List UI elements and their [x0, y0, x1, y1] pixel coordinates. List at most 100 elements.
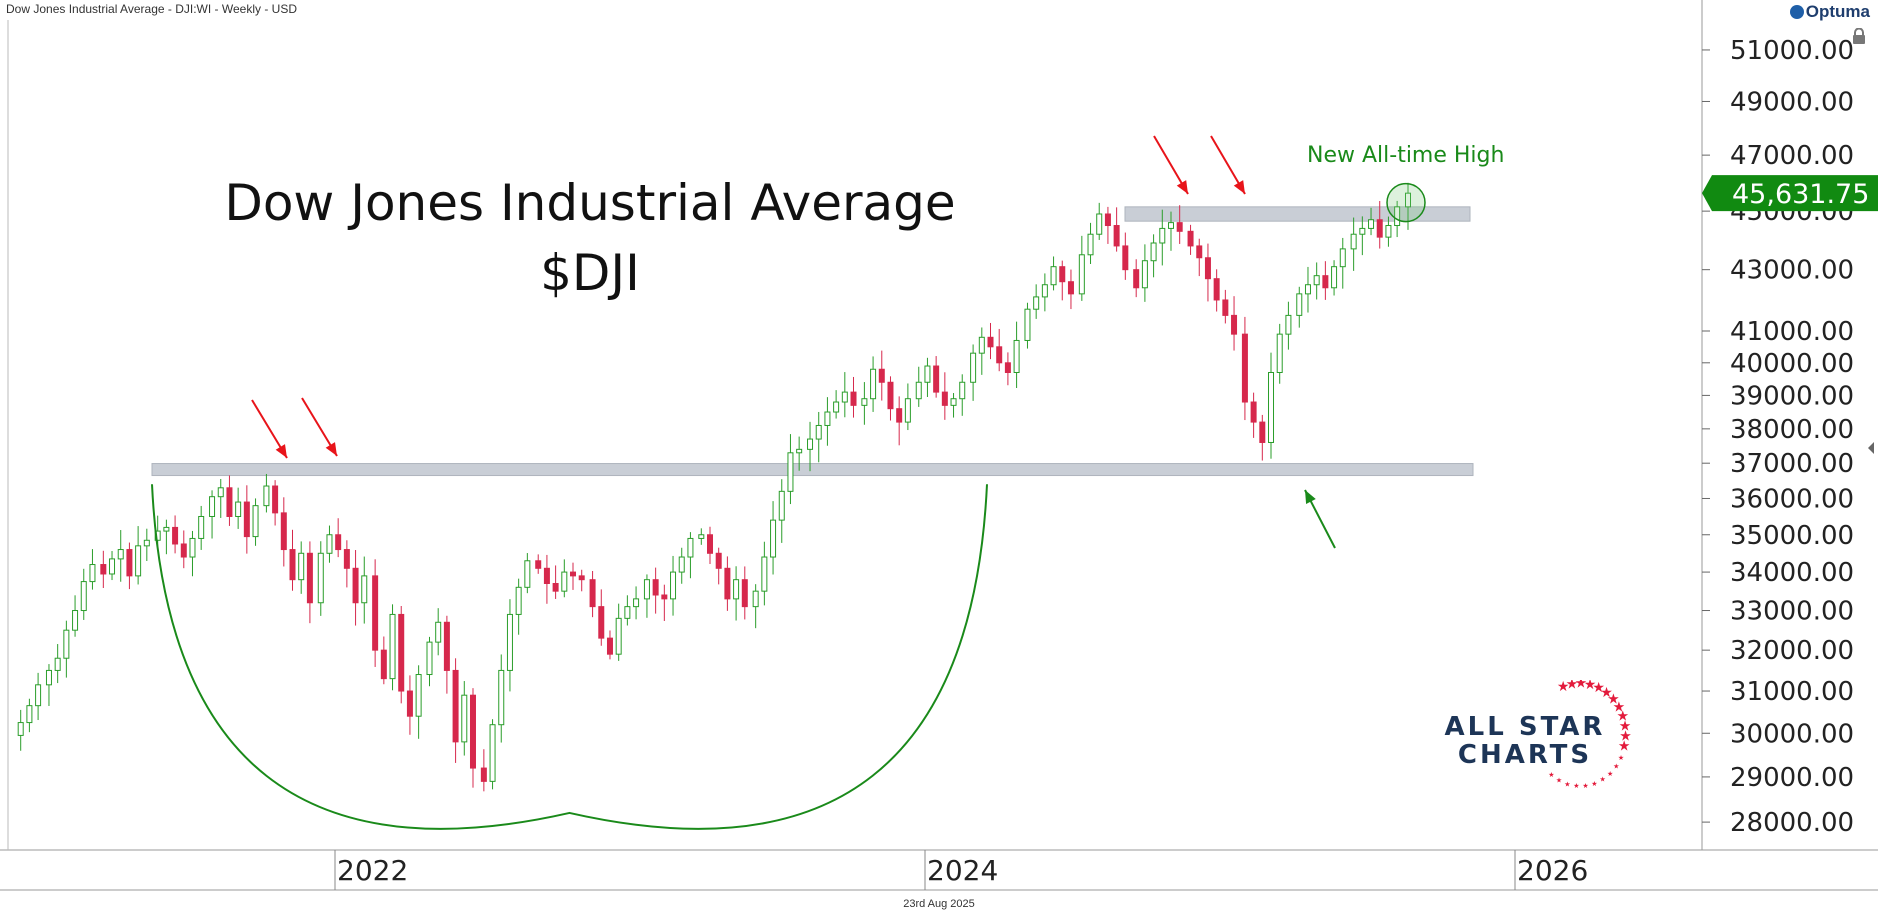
candle-body — [698, 534, 705, 539]
y-tick-label: 51000.00 — [1730, 36, 1854, 66]
candle-body — [861, 398, 868, 406]
ath-annotation: New All-time High — [1307, 143, 1504, 168]
logo-star: ★ — [1613, 763, 1619, 771]
candle-body — [552, 582, 559, 592]
candle-body — [17, 722, 24, 736]
candle-body — [741, 579, 748, 608]
candle-body — [1059, 266, 1066, 283]
candle-body — [841, 391, 848, 403]
candle-body — [807, 438, 814, 450]
candle-body — [561, 571, 568, 592]
logo-star: ★ — [1557, 680, 1570, 694]
y-tick-label: 28000.00 — [1730, 808, 1854, 838]
candle-body — [1313, 275, 1320, 286]
candle-body — [63, 629, 70, 659]
candle-body — [1113, 225, 1120, 247]
candle-body — [1405, 192, 1411, 208]
y-tick-label: 29000.00 — [1730, 763, 1854, 793]
candle-body — [624, 606, 631, 619]
candle-body — [1204, 257, 1211, 280]
chart-title-line1: Dow Jones Industrial Average — [224, 174, 956, 232]
y-tick-label: 41000.00 — [1730, 317, 1854, 347]
red-arrow-head — [325, 442, 337, 456]
y-tick-label: 47000.00 — [1730, 141, 1854, 171]
candle-body — [1331, 266, 1338, 289]
y-tick-label: 49000.00 — [1730, 87, 1854, 117]
candle-body — [317, 552, 324, 604]
logo-star: ★ — [1582, 782, 1588, 790]
candle-body — [870, 368, 877, 400]
brand-label: Optuma — [1805, 2, 1870, 21]
candle-body — [589, 579, 596, 608]
candle-body — [1087, 233, 1094, 256]
candle-body — [1285, 314, 1292, 335]
candle-body — [515, 586, 522, 615]
logo-star: ★ — [1600, 684, 1613, 700]
candle-body — [878, 368, 885, 383]
logo-star: ★ — [1619, 717, 1632, 733]
candle-body — [598, 606, 605, 639]
candle-body — [633, 598, 640, 608]
logo-star: ★ — [1618, 754, 1624, 762]
candle-body — [1133, 269, 1140, 289]
candle-body — [896, 408, 903, 423]
candle-body — [189, 537, 196, 558]
candle-body — [506, 613, 513, 671]
candle-body — [933, 365, 940, 393]
candle-body — [343, 549, 350, 569]
candle-body — [606, 637, 613, 655]
candle-body — [135, 545, 142, 577]
candle-body — [1041, 284, 1048, 298]
candle-body — [1176, 222, 1183, 232]
candle-body — [752, 590, 759, 608]
y-tick-label: 30000.00 — [1730, 719, 1854, 749]
candle-body — [941, 391, 948, 406]
candle-body — [100, 564, 107, 575]
candle-body — [280, 512, 287, 551]
candle-body — [1141, 260, 1148, 289]
candle-body — [1067, 281, 1074, 295]
candle-body — [1150, 242, 1157, 262]
red-arrow-head — [1233, 180, 1245, 194]
candle-body — [678, 556, 685, 573]
logo-star: ★ — [1607, 691, 1620, 707]
candle-body — [54, 657, 61, 671]
candle-body — [226, 487, 233, 517]
candle-body — [724, 567, 731, 600]
candle-body — [198, 515, 205, 539]
candle-body — [1050, 266, 1057, 286]
logo-star: ★ — [1592, 680, 1605, 695]
logo-text-line2: CHARTS — [1457, 740, 1593, 770]
candle-body — [915, 381, 922, 400]
logo-star: ★ — [1575, 680, 1588, 691]
candle-body — [1241, 333, 1248, 403]
candle-body — [524, 560, 531, 588]
candle-body — [1268, 371, 1275, 443]
lock-icon[interactable] — [1852, 28, 1866, 44]
candle-body — [1167, 222, 1174, 229]
rounding-bottom-arc — [151, 484, 988, 830]
candle-body — [615, 617, 622, 655]
candle-body — [1259, 421, 1266, 443]
candle-body — [904, 398, 911, 423]
y-tick-label: 34000.00 — [1730, 558, 1854, 588]
candle-body — [180, 543, 187, 558]
last-price-label: 45,631.75 — [1732, 179, 1869, 210]
candle-body — [959, 381, 966, 400]
candle-body — [45, 669, 52, 686]
logo-star: ★ — [1564, 780, 1570, 788]
optuma-brand: Optuma — [1789, 2, 1870, 22]
candle-body — [887, 381, 894, 410]
candle-body — [443, 621, 450, 671]
candle-body — [489, 724, 496, 782]
red-arrow-head — [1176, 180, 1188, 194]
candle-body — [815, 424, 822, 440]
candle-body — [1350, 233, 1357, 250]
candle-body — [1231, 314, 1238, 335]
candle-body — [298, 552, 305, 581]
candle-body — [452, 669, 459, 743]
candle-body — [126, 549, 133, 577]
candle-body — [661, 594, 668, 600]
candle-body — [652, 579, 659, 596]
